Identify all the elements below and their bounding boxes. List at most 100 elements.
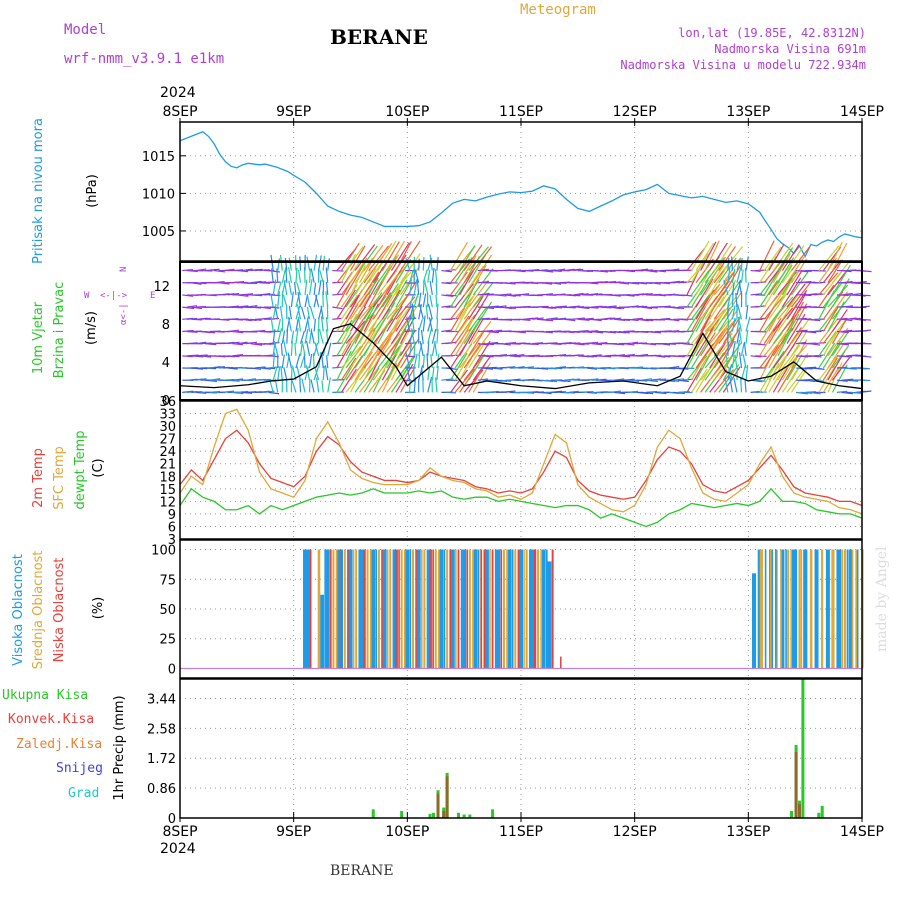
- wind-barb: [518, 293, 530, 296]
- wind-barb: [725, 353, 729, 369]
- wind-barb: [273, 340, 279, 356]
- temp2m-line: [179, 429, 863, 507]
- legend-snow: Snijeg: [56, 761, 103, 776]
- temp2m-ylabel: 2m Temp: [31, 448, 46, 508]
- wind-barb: [468, 246, 489, 271]
- wind-barb: [232, 378, 244, 381]
- cloud-dense-bar: [826, 549, 828, 669]
- cloud-high-bar: [547, 561, 552, 669]
- cloud-mid-bar: [760, 549, 763, 669]
- wind-barb: [781, 344, 801, 369]
- cloud-high-bar: [325, 549, 330, 669]
- wind-barb: [363, 303, 380, 332]
- wind-barb: [214, 366, 225, 369]
- wind-barb: [445, 294, 457, 297]
- wind-barb: [325, 267, 329, 283]
- wind-barb: [290, 367, 293, 381]
- wind-barb: [250, 367, 262, 370]
- wind-barb: [655, 355, 666, 358]
- wind-barb: [304, 329, 309, 344]
- cloud-dense-bar: [324, 549, 326, 669]
- wind-barb: [359, 295, 380, 320]
- wind-barb: [577, 306, 590, 310]
- wind-barb: [304, 316, 310, 332]
- cloud-mid-bar: [389, 549, 392, 669]
- wind-barb: [559, 379, 571, 383]
- wind-barb: [763, 281, 781, 308]
- cloud-high-bar: [439, 549, 444, 669]
- cloud-dense-bar: [511, 549, 514, 669]
- pressure-ylabel: Pritisak na nivou mora: [31, 118, 46, 264]
- cloud-dense-bar: [460, 549, 463, 669]
- year-top: 2024: [160, 85, 196, 101]
- wind-barb: [250, 343, 263, 346]
- wind-barb: [809, 391, 821, 395]
- wind-barb: [731, 355, 735, 369]
- cloud-mid-bar: [468, 549, 471, 669]
- wind-barb: [818, 342, 836, 369]
- wind-barb: [326, 355, 329, 369]
- wind-barb: [441, 294, 454, 298]
- cloud-mid-bar: [366, 549, 369, 669]
- wind-barb: [299, 340, 304, 356]
- wind-barb: [659, 343, 671, 346]
- temp-tick-label: 15: [159, 483, 176, 498]
- cloud-dense-bar: [846, 549, 849, 669]
- wind-barb: [763, 332, 784, 357]
- wind-barb: [295, 353, 301, 369]
- wind-barb: [182, 306, 195, 310]
- wind-barb: [412, 366, 415, 381]
- cloud-mid-bar: [332, 549, 335, 669]
- wind-barb: [831, 259, 852, 284]
- x-tick-label-top: 9SEP: [276, 104, 311, 120]
- wind-barb: [713, 332, 733, 357]
- cloud-high-bar: [473, 549, 478, 669]
- wind-barb: [841, 305, 853, 308]
- cloud-high-bar: [791, 549, 796, 669]
- wind-barb: [781, 244, 800, 271]
- cloud-dense-bar: [780, 549, 782, 669]
- wind-barb: [413, 293, 419, 308]
- wind-barb: [709, 369, 728, 393]
- wind-barb: [713, 271, 735, 296]
- wind-barb: [381, 254, 399, 284]
- precip-total-bar: [371, 809, 375, 818]
- cloud-dense-bar: [398, 549, 400, 669]
- wind-barb: [395, 363, 414, 393]
- wind-barb: [277, 281, 282, 296]
- legend-conv: Konvek.Kisa: [8, 712, 94, 727]
- wind-barb: [495, 294, 507, 297]
- wind-barb: [277, 291, 281, 308]
- wind-barb: [822, 307, 839, 332]
- wind-barb: [381, 345, 401, 369]
- wind-barb: [704, 265, 725, 296]
- wind-barb: [827, 242, 843, 271]
- wind-barb: [738, 281, 743, 296]
- wind-barb: [236, 305, 249, 308]
- wind-barb: [605, 330, 616, 334]
- wind-barb: [349, 362, 367, 393]
- wind-barb: [850, 391, 863, 394]
- cloud-dense-bar: [403, 549, 406, 669]
- wind-barb: [409, 281, 413, 296]
- wind-tick-label: 8: [162, 318, 170, 333]
- wind-barb: [340, 284, 358, 308]
- wind-barb: [345, 320, 366, 345]
- wind-barb: [282, 294, 288, 308]
- wind-barb: [320, 305, 324, 320]
- wind-barb: [668, 365, 680, 369]
- wind-barb: [336, 341, 353, 369]
- cloud-dense-bar: [795, 549, 798, 669]
- wind-barb: [700, 241, 717, 271]
- wind-barb: [241, 268, 253, 272]
- wind-barb: [505, 341, 517, 345]
- x-tick-label-bottom: 14SEP: [840, 824, 884, 840]
- wind-barb: [777, 277, 794, 308]
- wind-barb: [586, 341, 599, 345]
- wind-barb: [223, 390, 235, 393]
- wind-barb: [272, 366, 278, 381]
- wind-barb: [718, 308, 734, 332]
- wind-barb: [395, 353, 416, 381]
- lonlat-text: lon,lat (19.85E, 42.8312N): [678, 26, 866, 40]
- wind-barb: [729, 377, 734, 393]
